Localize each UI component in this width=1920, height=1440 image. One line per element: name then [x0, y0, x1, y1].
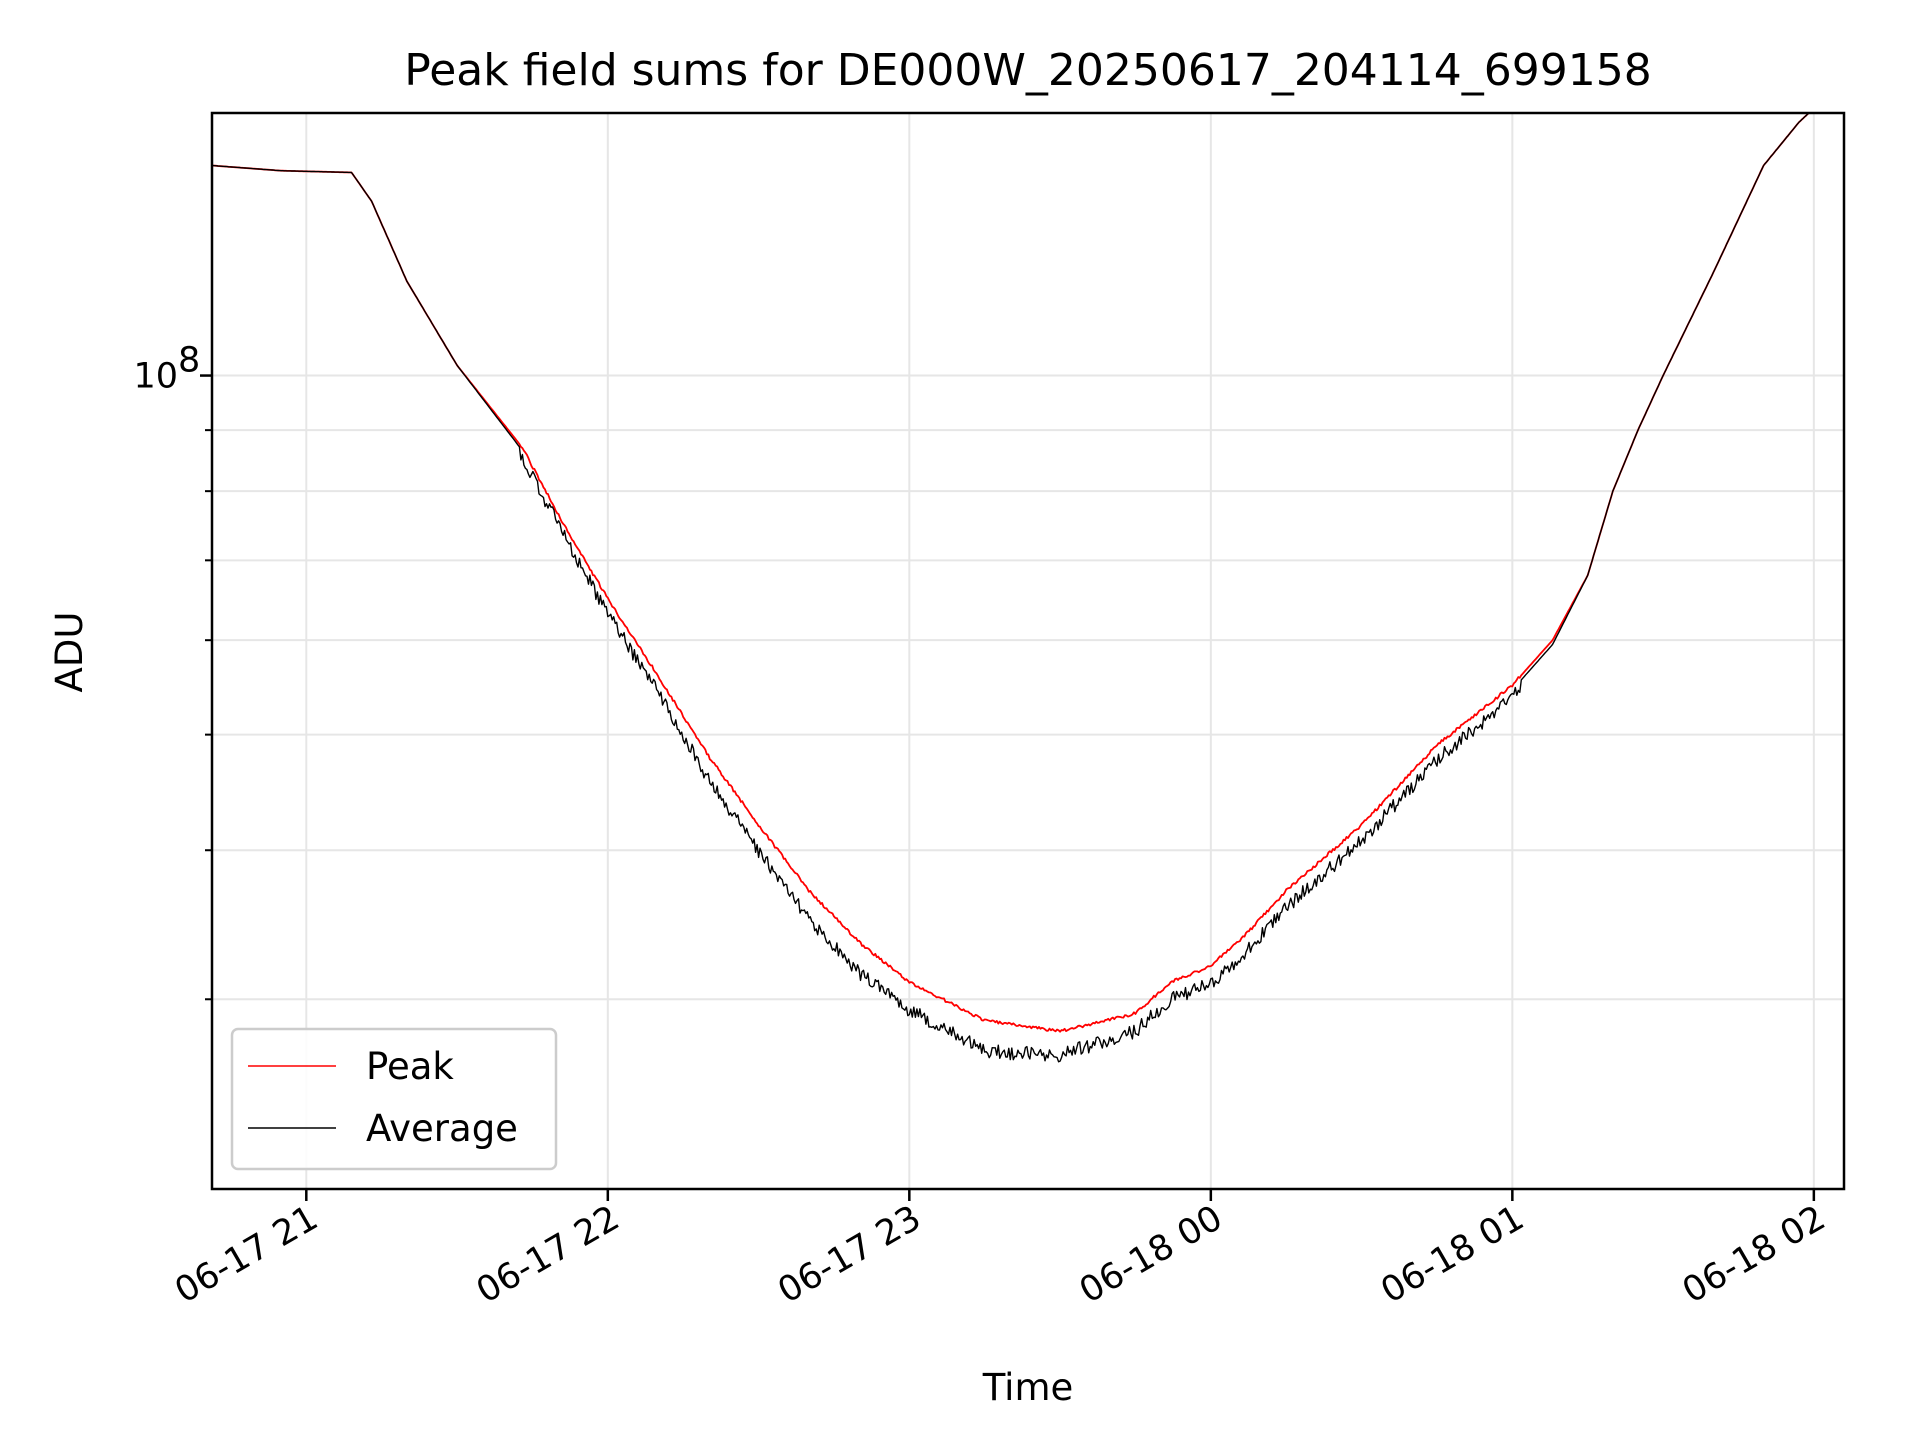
chart-title: Peak field sums for DE000W_20250617_2041…	[404, 45, 1652, 96]
plot-frame	[210, 111, 1846, 1191]
y-axis-label: ADU	[48, 612, 91, 693]
legend-box	[230, 1027, 558, 1171]
legend-label-average: Average	[366, 1107, 518, 1150]
series-lines	[211, 112, 1810, 1063]
y-tick-exponent: 8	[178, 341, 200, 381]
y-tick-label: 10	[133, 357, 178, 397]
series-line-average	[211, 112, 1810, 1063]
grid	[212, 113, 1844, 1189]
x-axis-label: Time	[982, 1366, 1074, 1409]
legend-label-peak: Peak	[366, 1045, 454, 1088]
y-tick-base: 10	[133, 357, 178, 397]
legend: Peak Average	[230, 1027, 558, 1171]
